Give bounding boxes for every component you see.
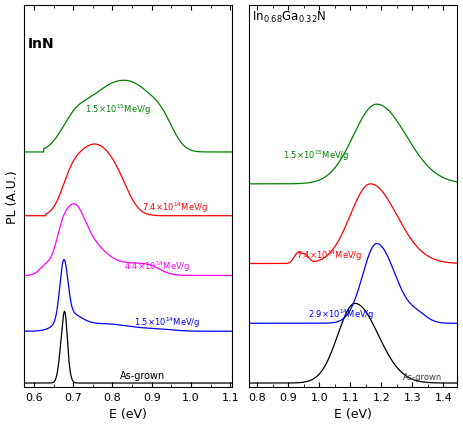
Text: 1.5×10$^{15}$MeV/g: 1.5×10$^{15}$MeV/g <box>85 103 151 117</box>
X-axis label: E (eV): E (eV) <box>109 408 147 420</box>
Text: 7.4×10$^{14}$MeV/g: 7.4×10$^{14}$MeV/g <box>142 200 208 214</box>
Text: 7.4×10$^{14}$MeV/g: 7.4×10$^{14}$MeV/g <box>296 248 362 262</box>
Text: 4.4×10$^{14}$MeV/g: 4.4×10$^{14}$MeV/g <box>124 259 191 274</box>
Text: 1.5×10$^{15}$MeV/g: 1.5×10$^{15}$MeV/g <box>283 148 350 163</box>
Text: 1.5×10$^{14}$MeV/g: 1.5×10$^{14}$MeV/g <box>134 315 200 329</box>
Text: 2.9×10$^{14}$MeV/g: 2.9×10$^{14}$MeV/g <box>308 307 375 322</box>
Text: InN: InN <box>28 37 55 51</box>
X-axis label: E (eV): E (eV) <box>334 408 372 420</box>
Text: As-grown: As-grown <box>120 370 166 380</box>
Text: In$_{0.68}$Ga$_{0.32}$N: In$_{0.68}$Ga$_{0.32}$N <box>252 9 327 25</box>
Text: As-grown: As-grown <box>403 372 442 381</box>
Y-axis label: PL (A.U.): PL (A.U.) <box>6 170 19 223</box>
